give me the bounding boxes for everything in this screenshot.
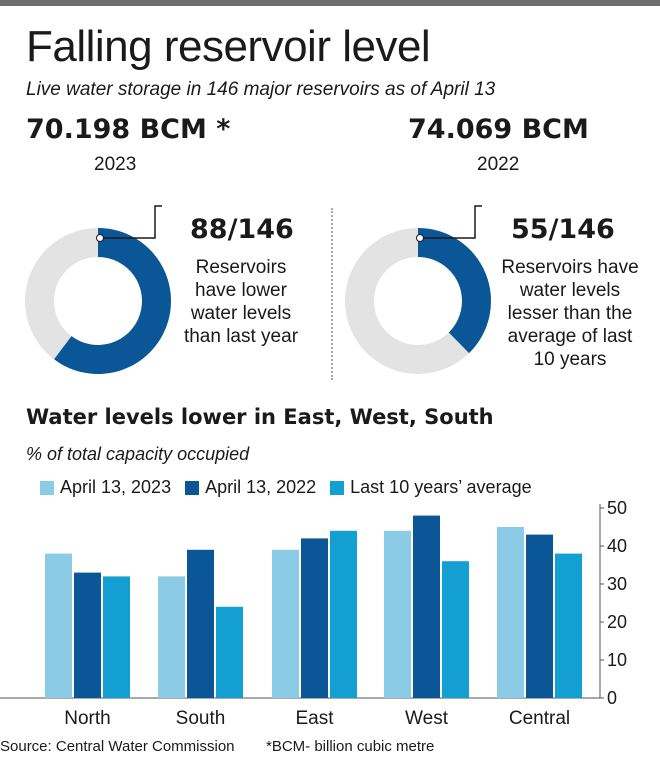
desc-line: lesser than the [507, 303, 633, 324]
bar [45, 553, 72, 698]
bar [526, 534, 553, 698]
x-tick-label: South [176, 708, 226, 729]
bar [555, 553, 582, 698]
bar [187, 549, 214, 698]
legend-label-2023: April 13, 2023 [60, 477, 172, 497]
legend-item-2022: April 13, 2022 [185, 477, 316, 498]
bar-chart: 0 10 20 30 40 50 North South East West Central [0, 498, 627, 729]
legend-label-average: Last 10 years’ average [350, 477, 532, 497]
bar [272, 549, 299, 698]
y-tick-label: 10 [607, 650, 627, 670]
desc-line: Reservoirs have [501, 257, 639, 278]
x-tick-label: East [295, 708, 334, 729]
donut-count-lower-than-last-year: 88/146 [190, 214, 294, 245]
x-tick-label: West [405, 708, 449, 729]
legend-swatch-2023 [40, 480, 54, 495]
stat-2023-year: 2023 [94, 154, 137, 175]
y-tick-label: 20 [607, 612, 627, 632]
desc-line: average of last [507, 326, 633, 347]
donut-leader-lower-than-last-year [104, 205, 162, 239]
legend-label-2022: April 13, 2022 [205, 477, 317, 497]
donut-slice-lower-than-last-year [54, 228, 171, 374]
stat-2022-value: 74.069 BCM [408, 114, 589, 145]
bcm-footnote: *BCM- billion cubic metre [266, 738, 435, 755]
chart-legend: April 13, 2023 April 13, 2022 Last 10 ye… [40, 477, 546, 498]
desc-line: than last year [183, 326, 299, 347]
y-tick-label: 40 [607, 536, 627, 556]
donut-slice-lower-than-average [418, 228, 491, 354]
bar [103, 576, 130, 698]
legend-item-2023: April 13, 2023 [40, 477, 171, 498]
desc-line: water levels [519, 280, 621, 301]
legend-swatch-average [330, 480, 345, 495]
donut-lower-than-average [345, 205, 491, 374]
top-rule [0, 0, 660, 6]
source-note: Source: Central Water Commission [0, 738, 235, 755]
y-tick-label: 30 [607, 574, 627, 594]
chart-title: Water levels lower in East, West, South [26, 405, 494, 429]
donut-desc-lower-than-last-year: Reservoirs have lower water levels than … [166, 256, 316, 348]
y-tick-label: 0 [607, 688, 617, 708]
desc-line: Reservoirs [195, 257, 287, 278]
legend-item-average: Last 10 years’ average [330, 477, 532, 498]
bar [216, 606, 243, 698]
desc-line: water levels [190, 303, 292, 324]
desc-line: have lower [195, 280, 287, 301]
bar [497, 527, 524, 698]
bar [442, 561, 469, 698]
donut-lower-than-last-year [25, 205, 171, 374]
bar [384, 530, 411, 698]
bar [74, 572, 101, 698]
x-tick-label: North [64, 708, 110, 729]
stat-2022-year: 2022 [477, 154, 520, 175]
donut-leader-lower-than-average [424, 205, 482, 239]
y-tick-label: 50 [607, 498, 627, 518]
donut-desc-lower-than-average: Reservoirs have water levels lesser than… [490, 256, 650, 371]
donut-marker-lower-than-average [416, 234, 424, 242]
bar [413, 515, 440, 698]
stat-2023-value: 70.198 BCM * [26, 114, 231, 145]
section-divider [331, 208, 333, 380]
donut-marker-lower-than-last-year [96, 234, 104, 242]
page-title: Falling reservoir level [26, 22, 431, 71]
donut-count-lower-than-average: 55/146 [511, 214, 615, 245]
chart-subtitle: % of total capacity occupied [26, 444, 250, 464]
legend-swatch-2022 [185, 480, 200, 495]
bar [158, 576, 185, 698]
x-tick-label: Central [509, 708, 570, 729]
bar [301, 538, 328, 698]
page-subtitle: Live water storage in 146 major reservoi… [26, 79, 496, 100]
bar [330, 530, 357, 698]
desc-line: 10 years [533, 349, 607, 370]
